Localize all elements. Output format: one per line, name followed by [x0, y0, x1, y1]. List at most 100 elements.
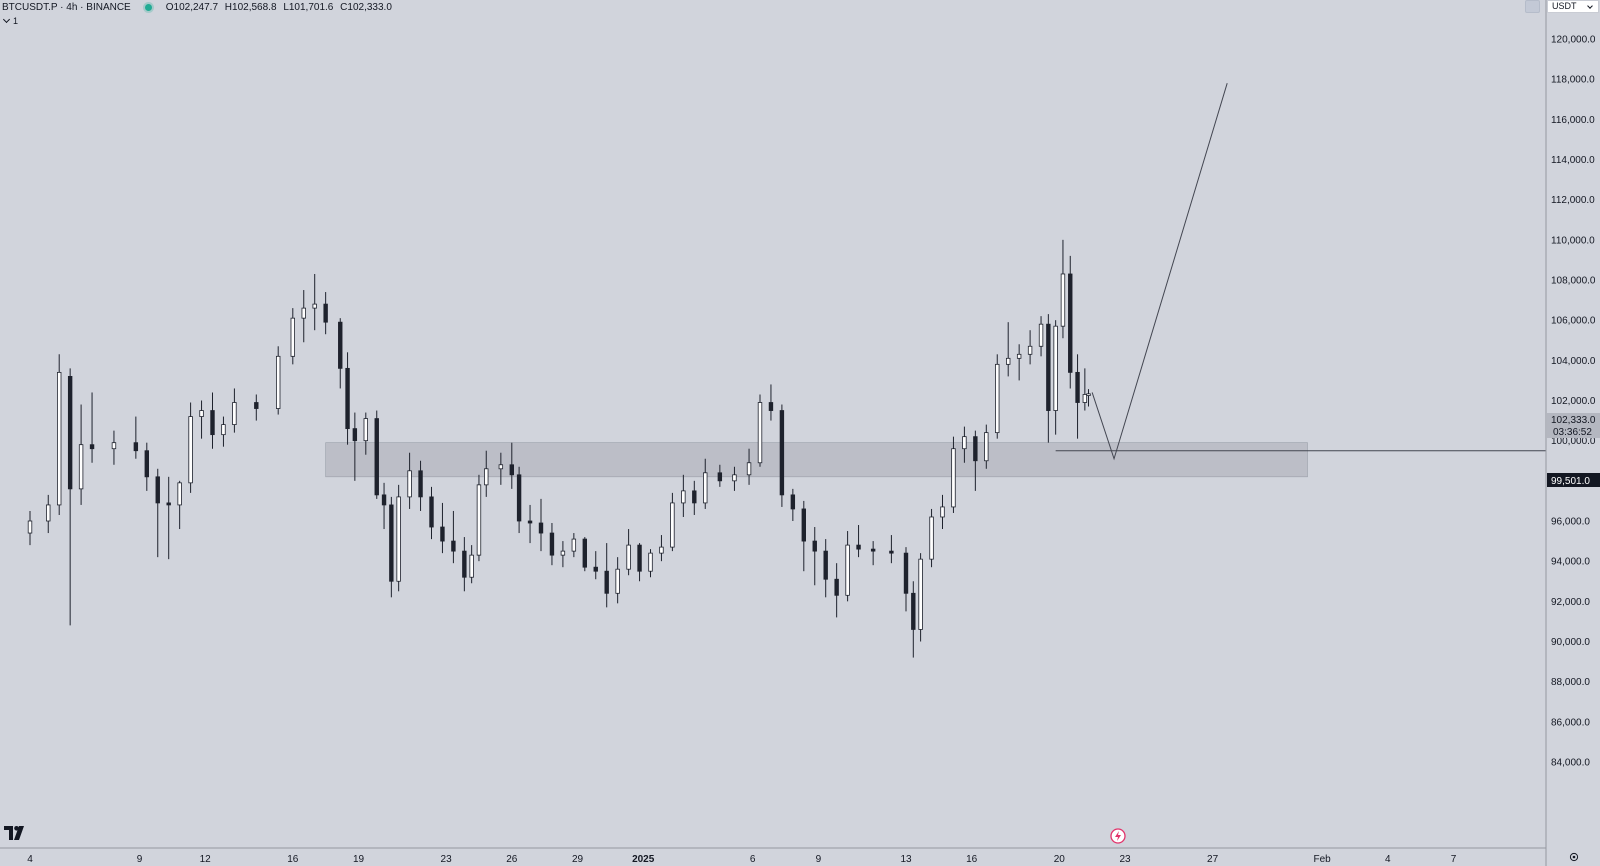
- time-tick-label: 16: [287, 854, 299, 865]
- high-value: 102,568.8: [232, 1, 277, 13]
- candle-body: [768, 402, 774, 411]
- candle-body: [418, 470, 423, 498]
- candle-body: [363, 418, 368, 442]
- low-label: L: [283, 1, 289, 13]
- line-price-label: 99,501.0: [1551, 476, 1590, 487]
- line-price-tag: [1547, 473, 1600, 487]
- candle-body: [582, 538, 587, 568]
- candle-body: [648, 552, 653, 572]
- candle-body: [984, 432, 989, 462]
- support-zone-rect[interactable]: [325, 442, 1308, 478]
- time-tick-label: 20: [1054, 854, 1066, 865]
- symbol-title[interactable]: BTCUSDT.P · 4h · BINANCE: [2, 1, 131, 13]
- time-tick-label: 26: [506, 854, 518, 865]
- countdown-label: 03:36:52: [1553, 427, 1592, 438]
- price-tick-label: 106,000.0: [1551, 316, 1596, 327]
- lightning-icon[interactable]: [1110, 828, 1126, 844]
- candle-body: [199, 410, 204, 417]
- price-tick-label: 120,000.0: [1551, 35, 1596, 46]
- candle-body: [593, 566, 598, 572]
- annotation-layer: [1055, 83, 1546, 461]
- candle-body: [67, 375, 73, 490]
- candle-body: [1075, 371, 1080, 403]
- candle-body: [275, 355, 281, 409]
- price-tick-label: 110,000.0: [1551, 235, 1595, 246]
- price-axis[interactable]: 84,000.0 86,000.0 88,000.0 90,000.0 92,000.0…: [1551, 35, 1596, 769]
- candle-body: [462, 550, 467, 578]
- candle-body: [812, 540, 817, 552]
- candle-body: [538, 522, 544, 534]
- chevron-down-icon: [1587, 3, 1593, 9]
- candle-body: [188, 416, 193, 484]
- candle-body: [1038, 323, 1044, 347]
- candle-body: [801, 508, 806, 542]
- candle-body: [995, 363, 1000, 434]
- projection-path[interactable]: [1091, 83, 1228, 461]
- candle-body: [1006, 357, 1011, 365]
- time-tick-label: 27: [1207, 854, 1219, 865]
- price-tick-label: 116,000.0: [1551, 115, 1595, 126]
- candle-body: [451, 540, 456, 552]
- current-price-label: 102,333.0: [1551, 415, 1596, 426]
- candle-body: [856, 544, 861, 550]
- candle-body: [732, 474, 737, 482]
- candle-body: [1086, 393, 1091, 396]
- candle-body: [823, 550, 828, 580]
- candle-body: [516, 474, 522, 522]
- price-tick-label: 118,000.0: [1551, 75, 1595, 86]
- candle-body: [210, 410, 215, 436]
- candle-body: [78, 444, 84, 490]
- candle-body: [560, 550, 566, 556]
- time-tick-label: 4: [1385, 854, 1391, 865]
- price-tick-label: 86,000.0: [1551, 717, 1590, 728]
- time-tick-label: 9: [137, 854, 143, 865]
- close-label: C: [340, 1, 348, 13]
- candle-body: [111, 442, 117, 450]
- candle-body: [345, 367, 350, 430]
- price-tick-label: 92,000.0: [1551, 597, 1590, 608]
- candle-layer: [27, 239, 1091, 658]
- candle-body: [659, 546, 664, 554]
- candle-body: [407, 470, 412, 498]
- market-status-icon: [144, 3, 152, 11]
- currency-label: USDT: [1552, 1, 1577, 11]
- candle-body: [323, 303, 328, 323]
- chart-settings-toggle[interactable]: [1525, 0, 1540, 13]
- tradingview-logo-icon[interactable]: [4, 826, 28, 840]
- time-tick-label: 7: [1451, 854, 1457, 865]
- candle-body: [790, 494, 796, 510]
- price-tick-label: 114,000.0: [1551, 155, 1595, 166]
- candle-body: [845, 544, 850, 596]
- candle-body: [626, 544, 631, 570]
- time-tick-label: 9: [816, 854, 822, 865]
- gear-icon[interactable]: [1569, 852, 1579, 862]
- ohlc-values: O102,247.7 H102,568.8 L101,701.6 C102,33…: [166, 2, 396, 13]
- open-value: 102,247.7: [173, 1, 219, 13]
- time-tick-label: 13: [900, 854, 912, 865]
- time-tick-label: Feb: [1313, 854, 1331, 865]
- time-tick-label: 23: [1119, 854, 1131, 865]
- zone-layer: [325, 442, 1308, 478]
- time-tick-label: 6: [750, 854, 756, 865]
- candle-body: [312, 303, 317, 309]
- candle-body: [469, 554, 474, 578]
- candle-body: [374, 418, 379, 496]
- candle-body: [889, 550, 894, 554]
- candle-body: [615, 568, 620, 594]
- indicators-collapse-toggle[interactable]: 1: [2, 15, 18, 26]
- candle-body: [89, 444, 95, 450]
- candle-body: [870, 548, 876, 552]
- price-tick-label: 88,000.0: [1551, 677, 1590, 688]
- price-tick-label: 104,000.0: [1551, 356, 1596, 367]
- currency-select[interactable]: USDT: [1547, 0, 1599, 13]
- candle-body: [57, 371, 62, 506]
- candle-body: [301, 307, 306, 319]
- candle-body: [973, 436, 978, 462]
- high-label: H: [224, 1, 233, 13]
- time-axis[interactable]: 4 9 12 16 19 23 26 29 2025 6 9 13 16 20 23 27 Feb 4 7: [27, 854, 1457, 865]
- candle-body: [389, 504, 394, 582]
- time-tick-label: 2025: [632, 854, 655, 865]
- candle-body: [692, 490, 697, 504]
